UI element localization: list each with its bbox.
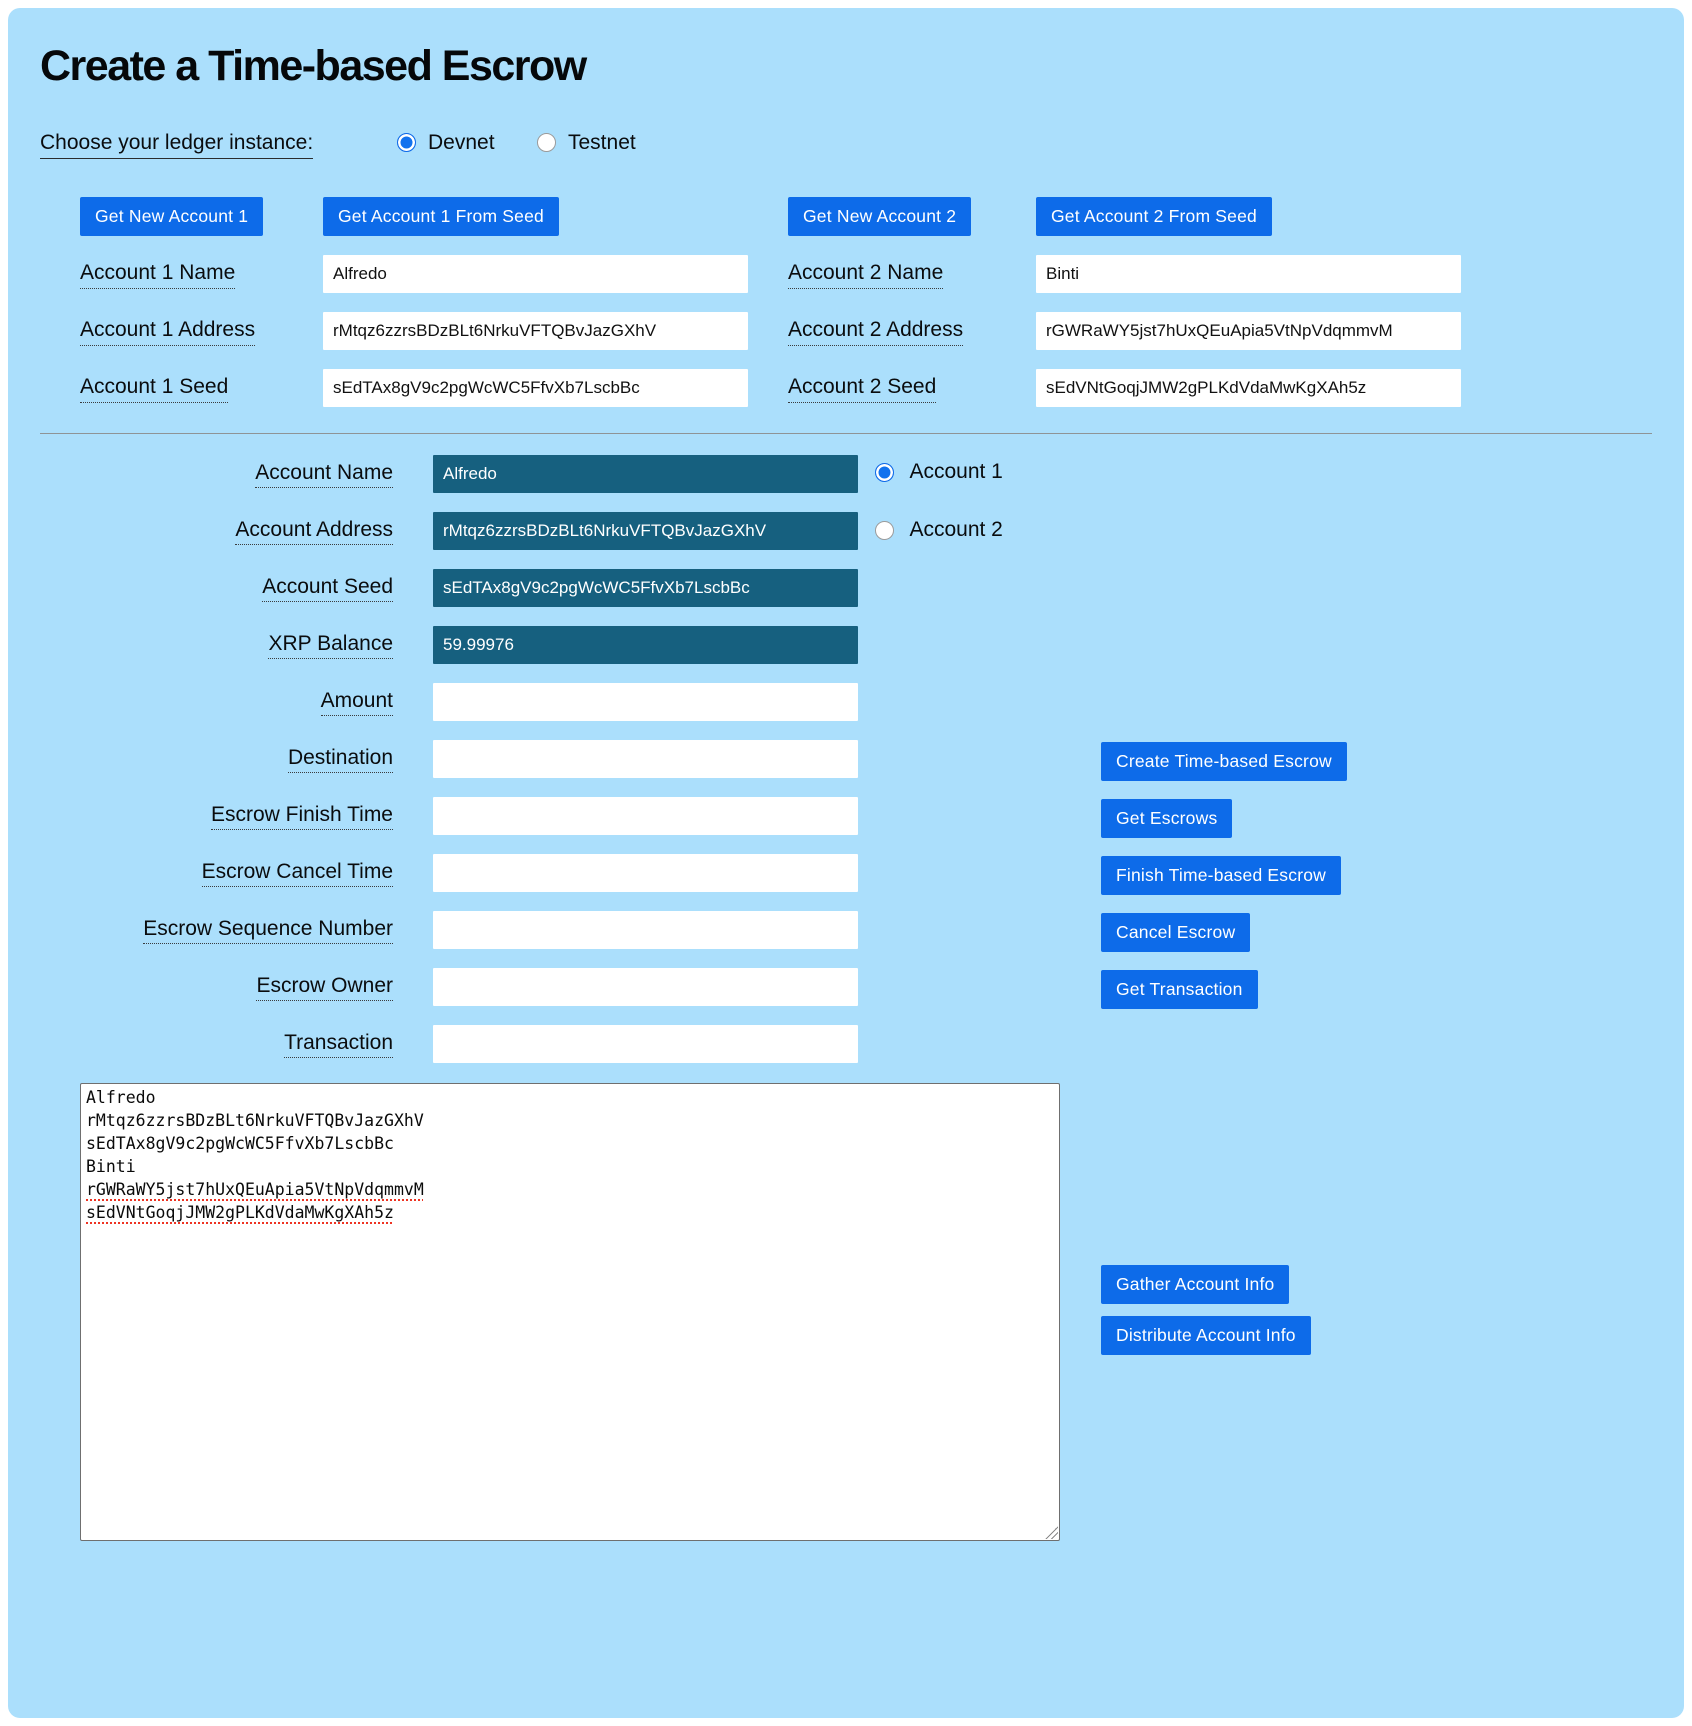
- ledger-instance-label: Choose your ledger instance:: [40, 131, 314, 159]
- form-row-account-address: Account Address: [0, 512, 1692, 550]
- account1-address-input[interactable]: [323, 312, 748, 350]
- form-row-amount: Amount: [0, 683, 1692, 721]
- form-row-xrp-balance: XRP Balance: [0, 626, 1692, 664]
- account2-address-input[interactable]: [1036, 312, 1461, 350]
- account2-seed-input[interactable]: [1036, 369, 1461, 407]
- account2-seed-label: Account 2 Seed: [788, 375, 937, 403]
- account1-seed-input[interactable]: [323, 369, 748, 407]
- escrow-finish-time-label: Escrow Finish Time: [210, 803, 393, 830]
- escrow-owner-label: Escrow Owner: [256, 974, 393, 1001]
- create-time-based-escrow-button[interactable]: Create Time-based Escrow: [1101, 742, 1347, 781]
- account-seed-label: Account Seed: [262, 575, 393, 602]
- account1-name-label: Account 1 Name: [80, 261, 236, 289]
- section-divider: [40, 433, 1652, 434]
- testnet-radio-label[interactable]: Testnet: [568, 131, 636, 154]
- escrow-owner-input[interactable]: [433, 968, 858, 1006]
- account2-selector-label[interactable]: Account 2: [909, 518, 1003, 541]
- form-row-account-seed: Account Seed: [0, 569, 1692, 607]
- results-line: sEdTAx8gV9c2pgWcWC5FfvXb7LscbBc: [86, 1134, 394, 1153]
- account-name-row: Account 1 Name Account 2 Name: [0, 255, 1692, 293]
- results-line: Alfredo: [86, 1088, 156, 1107]
- results-line: sEdVNtGoqjJMW2gPLKdVdaMwKgXAh5z: [86, 1203, 394, 1222]
- devnet-radio-label[interactable]: Devnet: [428, 131, 495, 154]
- destination-label: Destination: [287, 746, 393, 773]
- account-seed-row: Account 1 Seed Account 2 Seed: [0, 369, 1692, 407]
- form-row-transaction: Transaction: [0, 1025, 1692, 1063]
- account1-selector-label[interactable]: Account 1: [909, 460, 1003, 483]
- form-row-escrow-cancel-time: Escrow Cancel Time: [0, 854, 1692, 892]
- get-account2-from-seed-button[interactable]: Get Account 2 From Seed: [1036, 197, 1272, 236]
- form-row-account-name: Account Name: [0, 455, 1692, 493]
- destination-input[interactable]: [433, 740, 858, 778]
- account1-selector[interactable]: Account 1: [875, 460, 1003, 484]
- account-seed-field[interactable]: [433, 569, 858, 607]
- account1-address-label: Account 1 Address: [80, 318, 256, 346]
- xrp-balance-field[interactable]: [433, 626, 858, 664]
- escrow-cancel-time-label: Escrow Cancel Time: [201, 860, 393, 887]
- form-row-escrow-owner: Escrow Owner: [0, 968, 1692, 1006]
- results-line: Binti: [86, 1157, 136, 1176]
- transaction-label: Transaction: [284, 1031, 393, 1058]
- escrow-finish-time-input[interactable]: [433, 797, 858, 835]
- account1-name-input[interactable]: [323, 255, 748, 293]
- amount-input[interactable]: [433, 683, 858, 721]
- page-title: Create a Time-based Escrow: [40, 42, 587, 90]
- gather-account-info-button[interactable]: Gather Account Info: [1101, 1265, 1290, 1304]
- amount-label: Amount: [320, 689, 393, 716]
- account1-selector-radio[interactable]: [875, 462, 894, 482]
- form-row-escrow-sequence-number: Escrow Sequence Number: [0, 911, 1692, 949]
- account2-selector-radio[interactable]: [875, 520, 894, 540]
- account2-name-label: Account 2 Name: [788, 261, 944, 289]
- transaction-input[interactable]: [433, 1025, 858, 1063]
- account2-address-label: Account 2 Address: [788, 318, 964, 346]
- account-name-label: Account Name: [255, 461, 393, 488]
- results-line: rMtqz6zzrsBDzBLt6NrkuVFTQBvJazGXhV: [86, 1111, 424, 1130]
- account-address-row: Account 1 Address Account 2 Address: [0, 312, 1692, 350]
- account2-selector[interactable]: Account 2: [875, 518, 1003, 542]
- distribute-account-info-button[interactable]: Distribute Account Info: [1101, 1316, 1311, 1355]
- get-new-account2-button[interactable]: Get New Account 2: [788, 197, 972, 236]
- form-row-escrow-finish-time: Escrow Finish Time: [0, 797, 1692, 835]
- account-address-label: Account Address: [235, 518, 393, 545]
- get-transaction-button[interactable]: Get Transaction: [1101, 970, 1258, 1009]
- escrow-sequence-number-label: Escrow Sequence Number: [143, 917, 393, 944]
- get-account1-from-seed-button[interactable]: Get Account 1 From Seed: [323, 197, 559, 236]
- escrow-cancel-time-input[interactable]: [433, 854, 858, 892]
- xrp-balance-label: XRP Balance: [268, 632, 393, 659]
- results-textarea[interactable]: Alfredo rMtqz6zzrsBDzBLt6NrkuVFTQBvJazGX…: [80, 1083, 1060, 1541]
- get-escrows-button[interactable]: Get Escrows: [1101, 799, 1233, 838]
- account2-name-input[interactable]: [1036, 255, 1461, 293]
- account1-seed-label: Account 1 Seed: [80, 375, 229, 403]
- finish-time-based-escrow-button[interactable]: Finish Time-based Escrow: [1101, 856, 1342, 895]
- account-name-field[interactable]: [433, 455, 858, 493]
- form-row-destination: Destination: [0, 740, 1692, 778]
- results-line: rGWRaWY5jst7hUxQEuApia5VtNpVdqmmvM: [86, 1180, 424, 1199]
- testnet-radio[interactable]: [537, 133, 556, 152]
- get-new-account1-button[interactable]: Get New Account 1: [80, 197, 264, 236]
- devnet-radio[interactable]: [397, 133, 416, 152]
- cancel-escrow-button[interactable]: Cancel Escrow: [1101, 913, 1251, 952]
- escrow-sequence-number-input[interactable]: [433, 911, 858, 949]
- account-address-field[interactable]: [433, 512, 858, 550]
- resize-handle-icon[interactable]: [1045, 1526, 1058, 1539]
